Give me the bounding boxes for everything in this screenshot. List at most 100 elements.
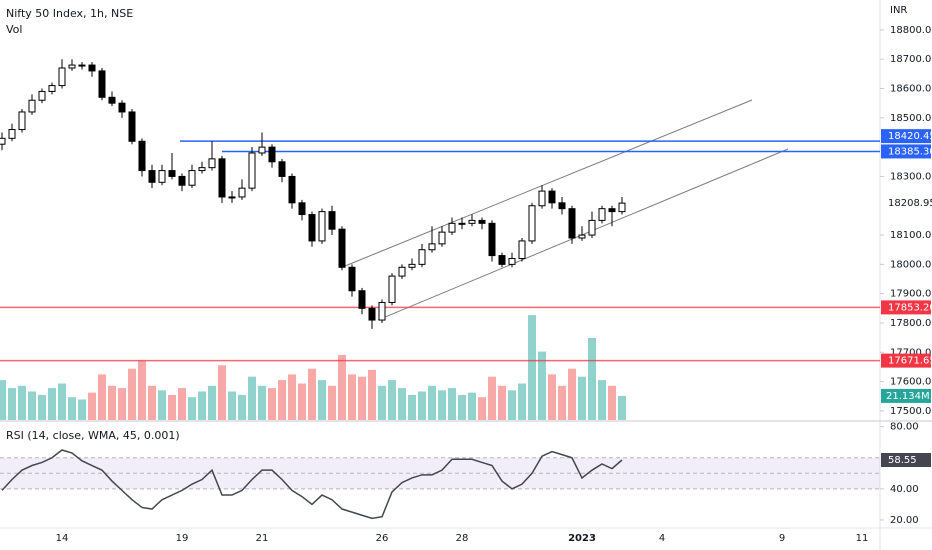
volume-bar [568,368,576,420]
candle-body [228,196,236,199]
level-label: 17671.65 [888,356,932,367]
volume-bar [108,385,116,420]
volume-bar [378,385,386,420]
volume-bar [358,376,366,420]
candle-body [468,219,476,224]
candle-body [68,64,76,69]
volume-bar [198,391,206,420]
candle-body [308,214,316,242]
candle-body [368,307,376,321]
rsi-tick-label: 80.00 [890,422,919,433]
candle-body [188,170,196,186]
volume-bar [68,397,76,420]
candle-body [218,158,226,198]
volume-bar [38,394,46,420]
rsi-line [1,449,623,520]
candle-body [348,266,356,292]
volume-bar [118,388,126,420]
y-tick-label: 17900.00 [890,289,932,300]
channel-lower [377,148,789,321]
y-tick-label: 18700.00 [890,54,932,65]
candle-body [438,231,446,245]
volume-bar [308,368,316,420]
rsi-value-label: 58.55 [888,455,917,466]
y-tick-label: 18800.00 [890,25,932,36]
volume-title: Vol [6,23,22,36]
candle-body [98,70,106,98]
candle-body [528,205,536,242]
volume-bar [368,369,376,420]
x-tick-label: 28 [456,533,469,544]
candle-body [358,290,366,309]
candle-body [128,111,136,142]
channel-upper [344,99,753,267]
volume-bar [388,380,396,420]
volume-bar [178,388,186,420]
candle-body [258,146,266,154]
candle-body [318,211,326,242]
volume-bar [408,394,416,420]
y-tick-label: 18300.00 [890,171,932,182]
volume-bar [488,376,496,420]
volume-bar [278,380,286,420]
candle-body [608,208,616,213]
candle-body [18,111,26,131]
candle-body [578,234,586,239]
volume-bar [508,390,516,420]
volume-bar [28,391,36,420]
volume-bar [58,383,66,420]
volume-bar [598,380,606,420]
volume-bar [8,388,16,420]
volume-bar [528,315,536,420]
candle-body [8,129,16,139]
candle-body [238,187,246,198]
candle-body [478,219,486,224]
candle-body [508,258,516,265]
volume-label: 21.134M [886,391,930,402]
x-tick-label: 9 [779,533,785,544]
candle-body [208,158,216,169]
volume-bar [158,390,166,420]
volume-bar [438,390,446,420]
volume-bar [328,385,336,420]
candle-body [268,146,276,163]
volume-bar [558,385,566,420]
candle-body [418,249,426,265]
candle-body [558,202,566,210]
candle-body [88,64,96,72]
level-badge [881,300,931,315]
symbol-title: Nifty 50 Index, 1h, NSE [6,7,133,20]
rsi-title: RSI (14, close, WMA, 45, 0.001) [6,429,180,442]
x-tick-label: 2023 [568,533,596,544]
volume-bar [548,374,556,420]
y-tick-label: 18500.00 [890,113,932,124]
volume-bar [618,395,626,420]
x-tick-label: 19 [176,533,189,544]
rsi-tick-label: 20.00 [890,515,919,526]
volume-bar [98,374,106,420]
volume-bar [468,392,476,420]
volume-bar [148,385,156,420]
volume-bar [578,376,586,420]
volume-bar [518,383,526,420]
level-badge [881,353,931,368]
volume-bar [128,368,136,420]
x-tick-label: 14 [56,533,69,544]
candle-body [248,152,256,189]
candle-body [118,102,126,113]
candle-body [168,170,176,177]
candle-body [458,222,466,225]
candle-body [568,208,576,239]
volume-bar [18,385,26,420]
volume-bar [78,399,86,420]
volume-bar [608,385,616,420]
candle-body [398,266,406,277]
candle-body [428,243,436,251]
candle-body [78,64,86,67]
rsi-tick-label: 40.00 [890,484,919,495]
x-tick-label: 4 [659,533,665,544]
volume-badge [881,388,931,403]
volume-bar [458,394,466,420]
